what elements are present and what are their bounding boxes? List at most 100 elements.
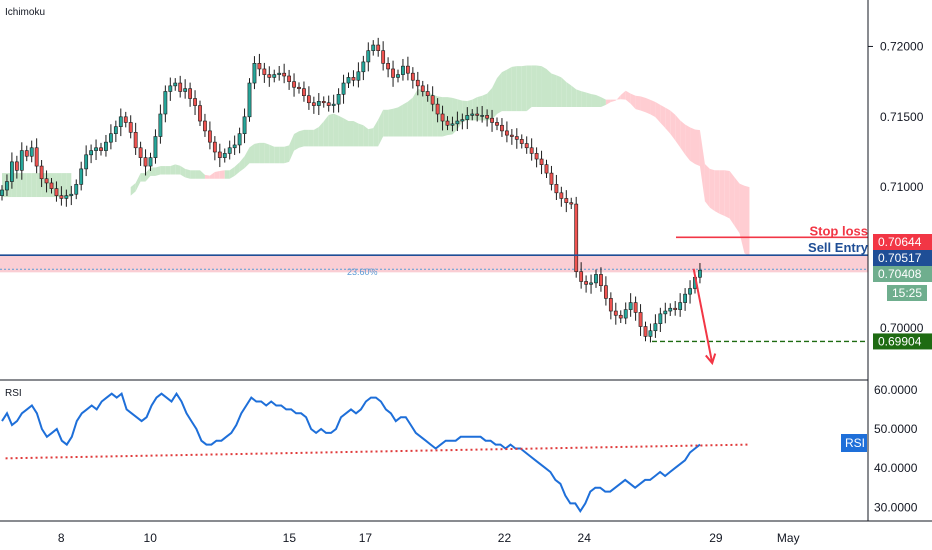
candle-bullish <box>401 65 405 75</box>
cloud-segment <box>541 66 547 107</box>
candle-bearish <box>643 326 648 337</box>
cloud-segment <box>620 90 626 100</box>
candle-bearish <box>445 120 450 126</box>
candle-bearish <box>534 153 539 160</box>
cloud-segment <box>130 182 136 196</box>
candle-bearish <box>599 274 603 287</box>
candle-bearish <box>415 79 420 87</box>
cloud-segment <box>719 170 725 217</box>
candle-bearish <box>405 65 410 74</box>
cloud-segment <box>511 66 517 112</box>
candle-bullish <box>118 116 123 127</box>
candle-bullish <box>465 115 470 120</box>
cloud-segment <box>150 167 156 176</box>
cloud-segment <box>571 85 577 107</box>
cloud-segment <box>452 97 458 135</box>
candle-bullish <box>698 269 702 278</box>
candle-bearish <box>188 88 193 99</box>
candle-bearish <box>257 63 262 70</box>
candle-bearish <box>267 74 272 78</box>
cloud-segment <box>576 89 582 107</box>
take-profit-price: 0.69904 <box>878 334 922 348</box>
cloud-segment <box>303 129 309 147</box>
rsi-tick-label: 50.0000 <box>874 422 918 436</box>
candle-bullish <box>589 282 593 285</box>
candle-bearish <box>326 102 331 106</box>
candle-bullish <box>277 72 282 75</box>
candle-bearish <box>287 75 292 82</box>
cloud-segment <box>442 97 448 137</box>
candle-bearish <box>217 151 222 158</box>
rsi-series <box>1 391 748 514</box>
price-tick-label: 0.71500 <box>880 110 924 124</box>
cloud-segment <box>596 95 601 107</box>
countdown-badge <box>887 285 927 301</box>
candle-bearish <box>420 85 425 92</box>
cloud-segment <box>214 171 220 179</box>
cloud-segment <box>209 172 215 179</box>
price-tick-label: 0.71000 <box>880 180 924 194</box>
candle-bullish <box>158 113 163 137</box>
cloud-segment <box>516 66 522 112</box>
forecast-arrow-head <box>705 353 717 366</box>
rsi-tick-label: 30.0000 <box>874 500 918 514</box>
cloud-segment <box>472 97 478 121</box>
candle-bearish <box>351 77 356 81</box>
candle-bullish <box>346 77 351 84</box>
candle-bullish <box>183 88 188 92</box>
cloud-segment <box>155 166 161 176</box>
candle-bearish <box>579 271 584 282</box>
candle-bearish <box>292 81 296 88</box>
rsi-axis[interactable]: 60.0000 50.0000 40.0000 30.0000 <box>874 383 918 514</box>
cloud-segment <box>422 90 428 137</box>
candle-bullish <box>252 63 257 84</box>
rsi-pane-label: RSI <box>5 388 22 399</box>
cloud-segment <box>744 185 750 257</box>
date-tick-label: 22 <box>498 531 512 545</box>
candle-bullish <box>396 74 400 78</box>
candle-bullish <box>69 193 74 196</box>
candle-bearish <box>198 105 202 122</box>
cloud-segment <box>685 124 691 161</box>
cloud-segment <box>645 97 651 115</box>
cloud-segment <box>412 89 418 137</box>
cloud-segment <box>447 97 453 136</box>
cloud-segment <box>398 104 403 137</box>
candle-bearish <box>208 130 212 143</box>
cloud-segment <box>348 121 354 147</box>
candle-bullish <box>455 120 460 125</box>
candle-bullish <box>460 119 465 122</box>
candle-bullish <box>668 307 673 312</box>
candle-bearish <box>500 124 504 132</box>
candle-bearish <box>544 164 549 174</box>
candle-bearish <box>128 122 133 133</box>
price-axis[interactable]: 0.72000 0.71500 0.71000 0.70000 <box>868 39 924 335</box>
candle-bullish <box>653 323 658 332</box>
rsi-trendline <box>5 443 748 460</box>
rsi-tick-label: 60.0000 <box>874 383 918 397</box>
cloud-segment <box>299 129 304 148</box>
candle-bearish <box>143 157 148 167</box>
rsi-tick-label: 40.0000 <box>874 461 918 475</box>
cloud-segment <box>200 170 205 179</box>
price-tick-label: 0.72000 <box>880 39 924 53</box>
candle-bullish <box>371 44 376 51</box>
cloud-segment <box>699 130 705 202</box>
candle-bearish <box>633 302 638 313</box>
time-axis[interactable]: 8 10 15 17 22 24 29 May <box>58 531 800 545</box>
candle-bearish <box>138 147 143 158</box>
candle-bullish <box>361 61 366 73</box>
candle-bullish <box>104 141 108 151</box>
candle-bearish <box>430 95 435 105</box>
candle-bearish <box>34 147 39 167</box>
cloud-segment <box>739 183 745 254</box>
price-badges: 0.70644 0.70517 0.70408 15:25 0.69904 <box>873 234 932 350</box>
current-price-badge <box>873 266 932 282</box>
candle-bearish <box>306 95 311 104</box>
candle-bullish <box>623 309 628 319</box>
candle-bearish <box>618 314 623 319</box>
candle-bearish <box>203 120 207 132</box>
candle-bearish <box>178 82 183 92</box>
